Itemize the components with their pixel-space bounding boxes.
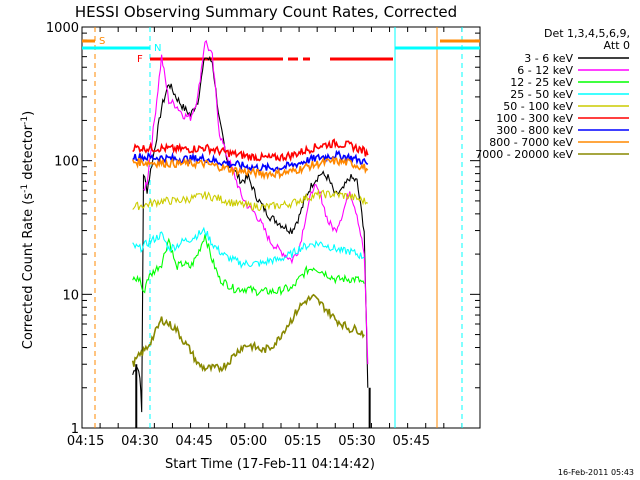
y-tick-label: 100 — [54, 155, 79, 170]
legend-label: 300 - 800 keV — [496, 124, 573, 137]
x-tick-label: 05:45 — [393, 434, 430, 449]
legend-title-line-2: Att 0 — [604, 39, 630, 52]
flare-label: F — [137, 54, 143, 65]
legend-label: 800 - 7000 keV — [489, 136, 573, 149]
series-line — [132, 188, 369, 212]
timestamp: 16-Feb-2011 05:43 — [558, 468, 634, 477]
legend-label: 12 - 25 keV — [510, 76, 573, 89]
x-tick-label: 05:00 — [230, 434, 267, 449]
legend-label: 3 - 6 keV — [524, 52, 573, 65]
legend-label: 7000 - 20000 keV — [475, 148, 573, 161]
legend-label: 50 - 100 keV — [503, 100, 573, 113]
x-tick-label: 05:15 — [284, 434, 321, 449]
series-line — [132, 55, 369, 413]
y-axis-label: Corrected Count Rate (s-1 detector-1) — [20, 111, 36, 349]
legend-label: 100 - 300 keV — [496, 112, 573, 125]
legend-title-line-1: Det 1,3,4,5,6,9, — [544, 27, 630, 40]
saa-label: S — [99, 36, 105, 47]
series-line — [132, 234, 365, 297]
series-line — [131, 155, 369, 181]
plot-area: 1 10 100 1000 04:15 04:30 04:45 05:00 05:15 05:30… — [46, 21, 481, 449]
series-line — [132, 226, 365, 270]
x-tick-label: 04:30 — [121, 434, 158, 449]
night-label: N — [154, 43, 161, 54]
x-axis-label: Start Time (17-Feb-11 04:14:42) — [165, 457, 375, 472]
series-line — [132, 138, 369, 163]
legend-label: 6 - 12 keV — [517, 64, 573, 77]
series-line — [143, 39, 369, 365]
y-tick-label: 1 — [71, 422, 79, 437]
x-tick-label: 04:15 — [67, 434, 104, 449]
series-line — [132, 149, 369, 173]
series-line — [131, 293, 365, 374]
y-tick-label: 1000 — [46, 21, 79, 36]
y-tick-label: 10 — [62, 288, 79, 303]
x-tick-label: 04:45 — [175, 434, 212, 449]
chart-title: HESSI Observing Summary Count Rates, Cor… — [75, 3, 457, 21]
legend-label: 25 - 50 keV — [510, 88, 573, 101]
x-tick-label: 05:30 — [338, 434, 375, 449]
